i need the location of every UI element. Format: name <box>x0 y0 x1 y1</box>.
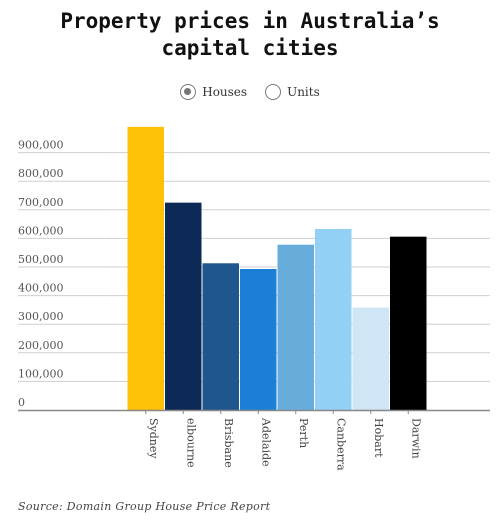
bar <box>315 228 352 410</box>
series-toggle: Houses Units <box>0 84 500 100</box>
y-tick-label: 800,000 <box>18 167 64 180</box>
source-note: Source: Domain Group House Price Report <box>18 500 271 513</box>
x-tick-label: Canberra <box>334 418 347 471</box>
x-tick-label: Adelaide <box>259 417 272 467</box>
bar <box>352 307 389 410</box>
bar-chart: 0 100,000 200,000 300,000 400,000 500,000 600,… <box>18 126 490 471</box>
y-tick-label: 100,000 <box>18 367 64 380</box>
chart-title: Property prices in Australia’s capital c… <box>0 8 500 62</box>
chart-title-line-2: capital cities <box>161 36 339 60</box>
x-tick-label: elbourne <box>184 418 197 468</box>
houses-radio-label: Houses <box>202 85 248 99</box>
houses-radio[interactable]: Houses <box>180 84 247 100</box>
bar <box>165 202 202 410</box>
x-tick-label: Sydney <box>147 418 160 459</box>
bar <box>390 236 427 410</box>
x-tick-label: Brisbane <box>222 418 235 468</box>
y-tick-label: 0 <box>18 396 25 409</box>
y-tick-label: 200,000 <box>18 339 64 352</box>
x-tick-label: Darwin <box>409 418 422 459</box>
y-tick-label: 700,000 <box>18 196 64 209</box>
radio-unselected-icon <box>265 84 282 100</box>
units-radio[interactable]: Units <box>265 84 320 100</box>
x-tick-label: Hobart <box>372 418 385 458</box>
units-radio-label: Units <box>287 85 320 99</box>
bar <box>202 263 239 410</box>
chart-title-line-1: Property prices in Australia’s <box>60 9 440 33</box>
y-tick-label: 900,000 <box>18 139 64 152</box>
y-tick-label: 600,000 <box>18 224 64 237</box>
y-tick-label: 300,000 <box>18 310 64 323</box>
y-tick-label: 500,000 <box>18 253 64 266</box>
x-tick-label: Perth <box>297 418 310 448</box>
radio-selected-icon <box>180 84 197 100</box>
bar <box>127 126 164 411</box>
bar <box>240 269 277 410</box>
bar <box>277 244 314 410</box>
y-tick-label: 400,000 <box>18 282 64 295</box>
